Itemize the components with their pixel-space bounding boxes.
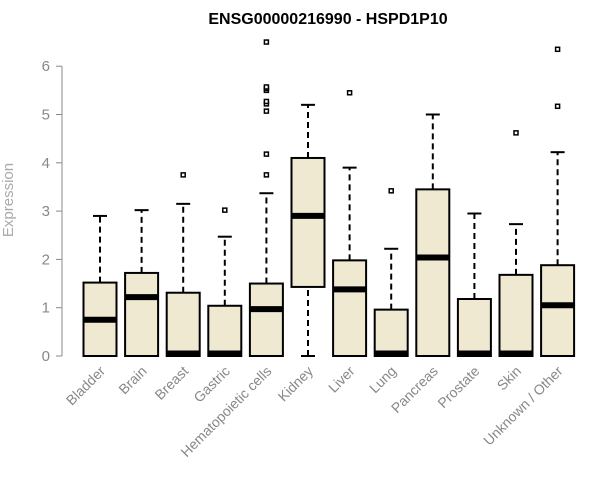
x-tick-label: Brain [115, 363, 149, 397]
chart-title: ENSG00000216990 - HSPD1P10 [208, 11, 447, 28]
outlier-point [346, 90, 353, 96]
box-prostate [456, 212, 492, 358]
box-hematopoietic-cells [248, 39, 284, 357]
iqr-box [373, 308, 409, 357]
y-tick-label: 1 [42, 300, 50, 317]
outlier-point [554, 46, 561, 53]
x-tick-label: Unknown / Other [480, 363, 566, 449]
iqr-box [332, 259, 368, 357]
outlier-point [513, 130, 519, 136]
box-skin [498, 130, 534, 357]
outlier-point [263, 151, 270, 157]
box-unknown-other [540, 46, 576, 358]
iqr-box [124, 271, 160, 358]
y-axis-label: Expression [0, 163, 17, 237]
outlier-point [263, 98, 270, 105]
iqr-box [456, 298, 492, 358]
y-tick-label: 6 [42, 58, 50, 75]
box-gastric [207, 207, 243, 358]
iqr-box [498, 273, 534, 357]
y-tick-label: 4 [42, 155, 50, 172]
x-tick-label: Breast [151, 363, 191, 403]
box-breast [165, 172, 201, 357]
outlier-point [263, 172, 270, 178]
outlier-point [180, 172, 186, 178]
iqr-box [415, 188, 451, 357]
box-bladder [82, 214, 118, 358]
iqr-box [165, 291, 201, 357]
iqr-box [248, 282, 284, 357]
x-tick-label: Bladder [63, 363, 109, 409]
iqr-box [540, 264, 576, 358]
outlier-point [263, 39, 270, 45]
x-tick-label: Liver [325, 363, 358, 396]
outlier-point [222, 207, 228, 213]
x-tick-label: Kidney [275, 363, 317, 405]
outlier-point [554, 103, 561, 110]
x-tick-label: Prostate [434, 363, 482, 411]
box-kidney [290, 103, 326, 357]
outlier-point [263, 108, 270, 114]
boxes-group [82, 39, 576, 358]
box-liver [332, 90, 368, 357]
y-tick-label: 5 [42, 107, 50, 124]
iqr-box [290, 156, 326, 288]
x-tick-label: Skin [494, 363, 525, 394]
box-brain [124, 209, 160, 358]
x-tick-label: Lung [366, 363, 399, 396]
box-lung [373, 188, 409, 357]
outlier-point [388, 188, 394, 194]
y-tick-label: 3 [42, 203, 50, 220]
box-pancreas [415, 113, 451, 357]
iqr-box [207, 304, 243, 358]
y-axis: 0 1 2 3 4 5 6 [42, 58, 63, 365]
y-tick-label: 0 [42, 348, 50, 365]
outlier-point [263, 84, 270, 90]
y-tick-label: 2 [42, 251, 50, 268]
